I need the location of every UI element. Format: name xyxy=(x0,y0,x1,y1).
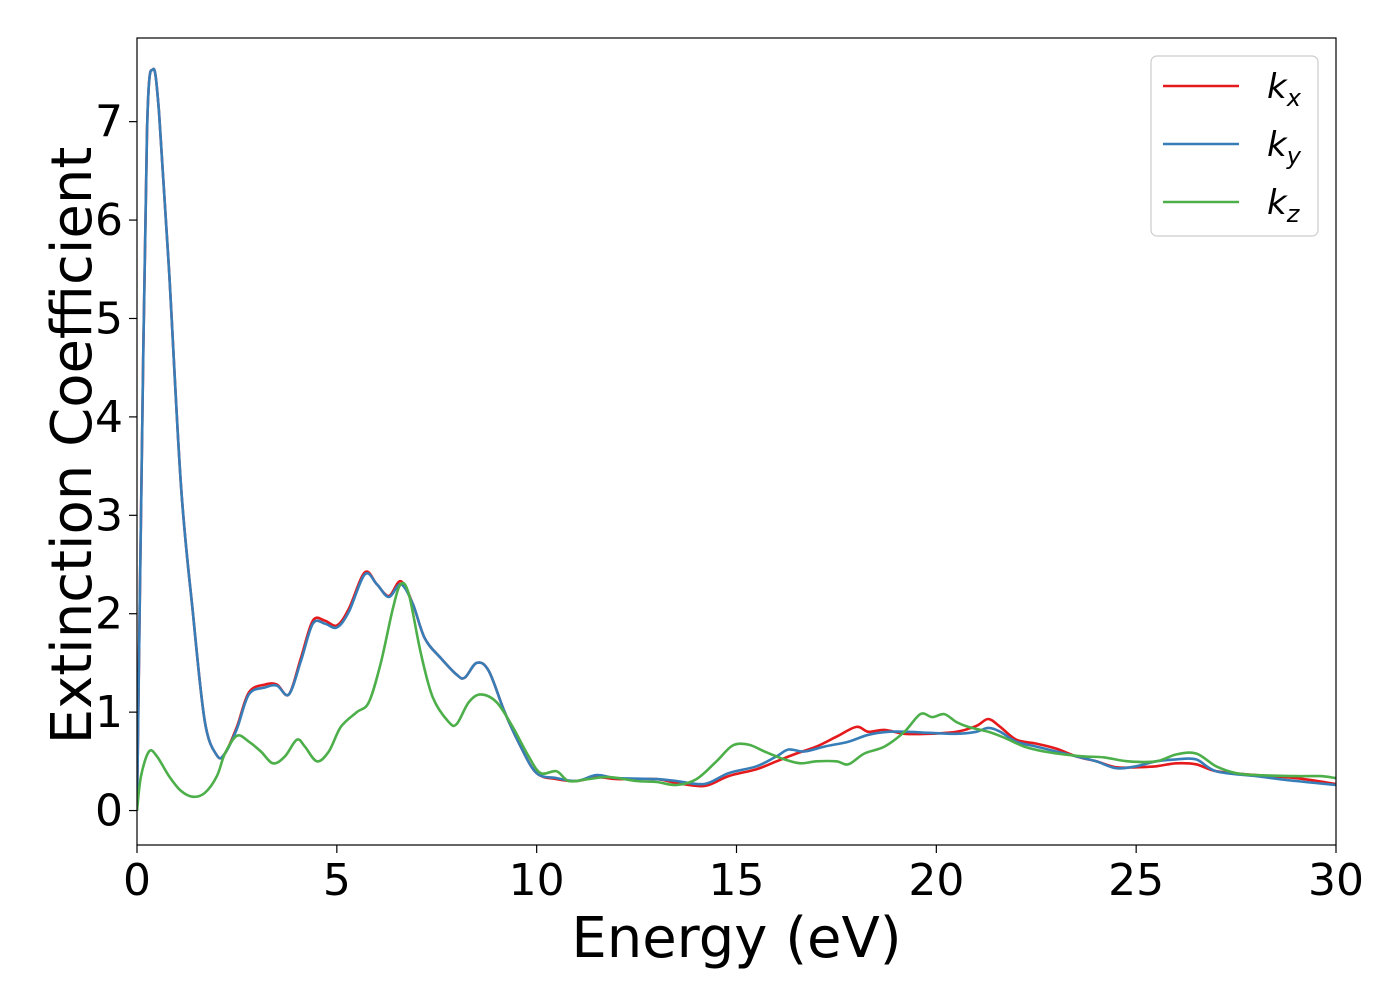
series-line-y xyxy=(137,67,1336,811)
y-tick-label: 1 xyxy=(95,687,123,738)
legend-label-x: kx xyxy=(1267,67,1302,112)
y-tick-label: 7 xyxy=(95,97,123,148)
x-tick-label: 20 xyxy=(908,855,964,906)
x-tick-label: 0 xyxy=(123,855,151,906)
x-axis: 0 5 10 15 20 25 30 xyxy=(123,845,1364,906)
y-axis: 0 1 2 3 4 5 6 7 xyxy=(95,97,137,837)
series-line-z xyxy=(137,581,1336,811)
legend-label-subscript: z xyxy=(1286,200,1301,228)
y-tick-label: 3 xyxy=(95,490,123,541)
x-tick-label: 30 xyxy=(1308,855,1364,906)
legend-label-main: k xyxy=(1267,183,1288,223)
legend-label-main: k xyxy=(1267,125,1288,165)
x-tick-label: 15 xyxy=(709,855,765,906)
plot-area xyxy=(137,67,1336,811)
y-tick-label: 6 xyxy=(95,195,123,246)
legend-label-main: k xyxy=(1267,67,1288,107)
legend-box xyxy=(1150,55,1319,237)
legend-label-z: kz xyxy=(1267,183,1301,228)
x-tick-label: 5 xyxy=(323,855,351,906)
legend-label-subscript: x xyxy=(1286,84,1302,112)
x-tick-label: 10 xyxy=(509,855,565,906)
y-axis-title: Extinction Coefficient xyxy=(40,147,105,745)
y-tick-label: 0 xyxy=(95,786,123,837)
x-axis-title: Energy (eV) xyxy=(571,906,901,971)
x-tick-label: 25 xyxy=(1108,855,1164,906)
legend-label-y: ky xyxy=(1267,125,1302,170)
y-tick-label: 5 xyxy=(95,293,123,344)
y-tick-label: 2 xyxy=(95,589,123,640)
y-tick-label: 4 xyxy=(95,392,123,443)
legend-label-subscript: y xyxy=(1286,142,1302,170)
